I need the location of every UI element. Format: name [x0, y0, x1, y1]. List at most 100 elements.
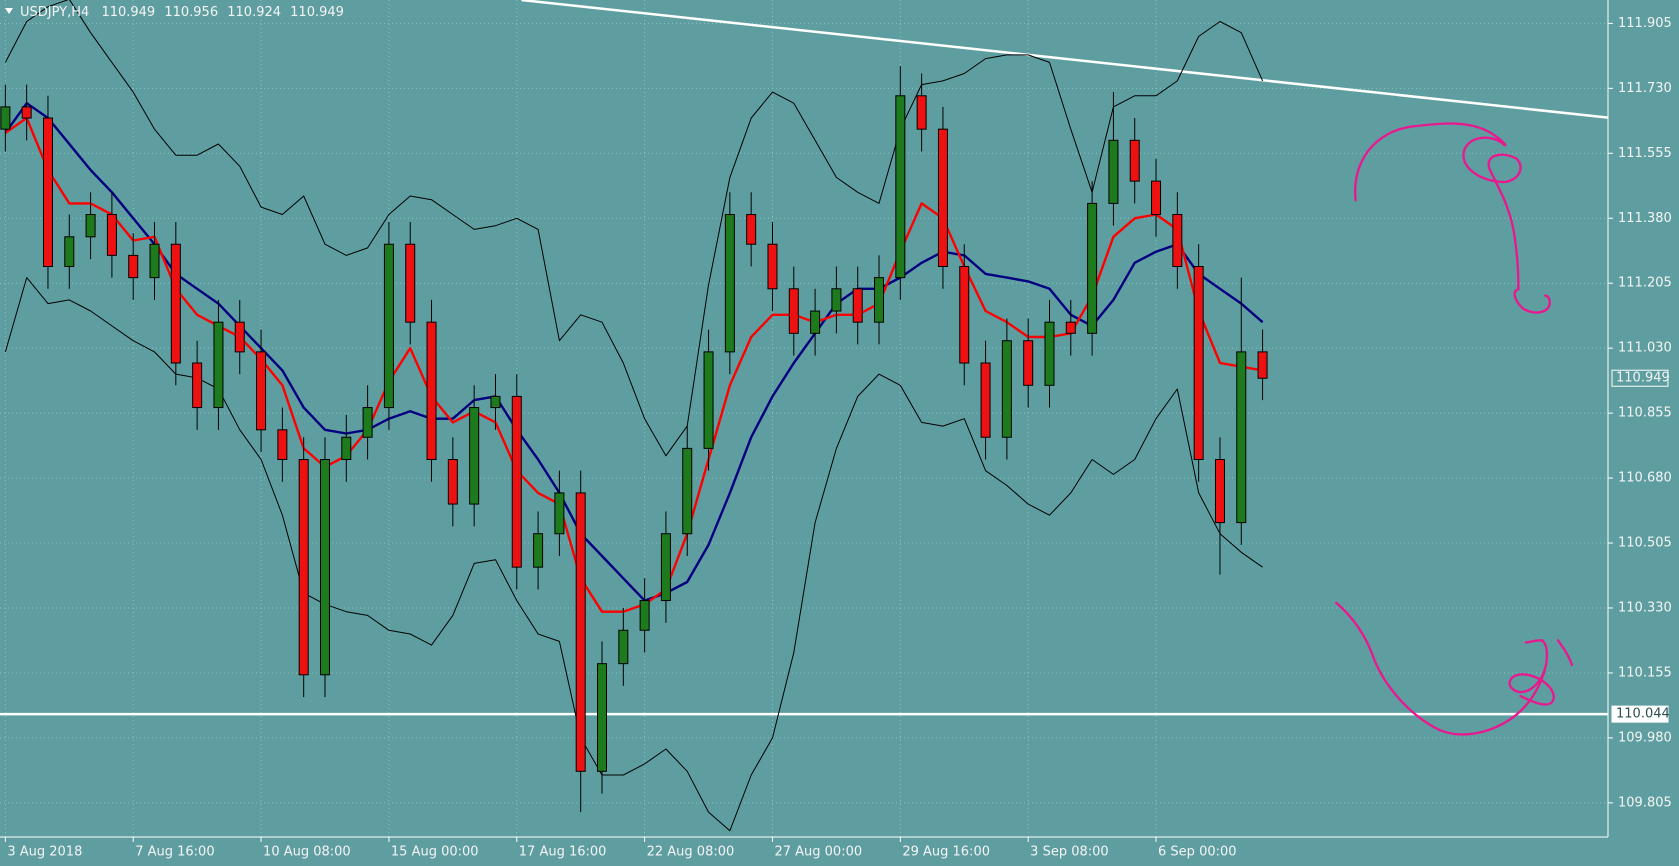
y-tick-label: 110.855 — [1618, 406, 1672, 421]
candle-body — [426, 321, 437, 461]
x-tick-label: 3 Sep 08:00 — [1030, 845, 1109, 860]
candle-body — [0, 106, 11, 130]
y-tick-label: 110.330 — [1618, 600, 1672, 615]
candle-body — [916, 95, 927, 130]
candle-body — [639, 600, 650, 631]
candle-body — [128, 254, 139, 279]
candle-body — [874, 277, 885, 323]
candle-body — [383, 243, 394, 409]
x-tick-label: 15 Aug 00:00 — [391, 845, 479, 860]
x-tick-label: 17 Aug 16:00 — [519, 845, 607, 860]
candle-body — [1129, 139, 1140, 182]
y-tick-label: 110.505 — [1618, 536, 1672, 551]
header-high: 110.956 — [164, 5, 218, 20]
candle-body — [852, 288, 863, 323]
candle-body — [554, 492, 565, 535]
price-box — [1611, 705, 1669, 723]
candle-body — [511, 395, 522, 568]
x-tick-label: 27 Aug 00:00 — [774, 845, 862, 860]
candle-body — [1193, 266, 1204, 461]
candle-body — [831, 288, 842, 312]
indicator-line — [4, 0, 1264, 457]
y-tick-label: 109.980 — [1618, 730, 1672, 745]
candle-body — [319, 459, 330, 676]
candle-body — [660, 533, 671, 602]
candle-body — [703, 351, 714, 449]
candle-body — [405, 243, 416, 323]
candle-body — [64, 236, 75, 268]
hand-drawing — [1335, 122, 1574, 736]
x-tick-label: 22 Aug 08:00 — [647, 845, 735, 860]
candle-body — [959, 266, 970, 364]
candle-body — [106, 214, 117, 256]
y-tick-label: 111.380 — [1618, 211, 1672, 226]
header-low: 110.924 — [227, 5, 281, 20]
candle-body — [298, 459, 309, 676]
candle-body — [575, 492, 586, 772]
candle-body — [469, 407, 480, 505]
y-tick-label: 111.030 — [1618, 341, 1672, 356]
candle-body — [1001, 340, 1012, 438]
candle-body — [1108, 139, 1119, 204]
candle-body — [341, 436, 352, 461]
indicator-line — [4, 277, 1263, 832]
candle-body — [618, 629, 629, 665]
candle-body — [682, 447, 693, 535]
x-tick-label: 29 Aug 16:00 — [902, 845, 990, 860]
x-tick-label: 10 Aug 08:00 — [263, 845, 351, 860]
header: USDJPY,H4 110.949 110.956 110.924 110.94… — [5, 5, 344, 20]
header-open: 110.949 — [101, 5, 155, 20]
line-price-label: 110.044 — [1616, 707, 1670, 722]
header-text: USDJPY,H4 110.949 110.956 110.924 110.94… — [20, 5, 344, 20]
candle-body — [1065, 321, 1076, 334]
candle-body — [1087, 202, 1098, 334]
x-tick-label: 6 Sep 00:00 — [1158, 845, 1237, 860]
candle-body — [149, 243, 160, 279]
candle-body — [895, 95, 906, 279]
candle-body — [724, 214, 735, 353]
candle-body — [192, 362, 203, 409]
candle-body — [85, 214, 96, 238]
candle-body — [1214, 459, 1225, 524]
y-tick-label: 111.555 — [1618, 146, 1672, 161]
trend-line — [521, 0, 1609, 119]
candle-body — [937, 128, 948, 268]
candle-body — [362, 407, 373, 438]
hand-drawing-upper — [1353, 122, 1551, 314]
x-tick-label: 3 Aug 2018 — [7, 845, 82, 860]
candle-body — [21, 106, 32, 119]
candle-body — [810, 310, 821, 334]
hand-drawing-lower — [1335, 601, 1574, 736]
candle-body — [746, 214, 757, 245]
indicator-line — [4, 102, 1264, 602]
y-tick-label: 111.905 — [1618, 16, 1672, 31]
candle-body — [767, 243, 778, 290]
price-box — [1611, 369, 1669, 387]
candle-body — [597, 663, 608, 772]
candle-body — [1172, 214, 1183, 268]
candle-body — [256, 351, 267, 431]
current-price-label: 110.949 — [1616, 371, 1670, 386]
candle-body — [1236, 351, 1247, 524]
candle-body — [277, 429, 288, 461]
symbol: USDJPY,H4 — [20, 5, 89, 20]
candle-body — [213, 321, 224, 409]
y-tick-label: 110.680 — [1618, 471, 1672, 486]
candle-body — [980, 362, 991, 438]
candle-body — [1151, 180, 1162, 216]
candle-body — [490, 395, 501, 409]
y-tick-label: 111.730 — [1618, 81, 1672, 96]
candle-body — [788, 288, 799, 334]
x-tick-label: 7 Aug 16:00 — [135, 845, 214, 860]
candle-body — [1257, 351, 1268, 379]
candle-body — [42, 117, 53, 268]
candle-body — [234, 321, 245, 353]
candle-body — [1023, 340, 1034, 386]
y-tick-label: 111.205 — [1618, 276, 1672, 291]
y-tick-label: 110.155 — [1618, 665, 1672, 680]
candle-body — [447, 459, 458, 505]
menu-arrow — [5, 8, 13, 14]
